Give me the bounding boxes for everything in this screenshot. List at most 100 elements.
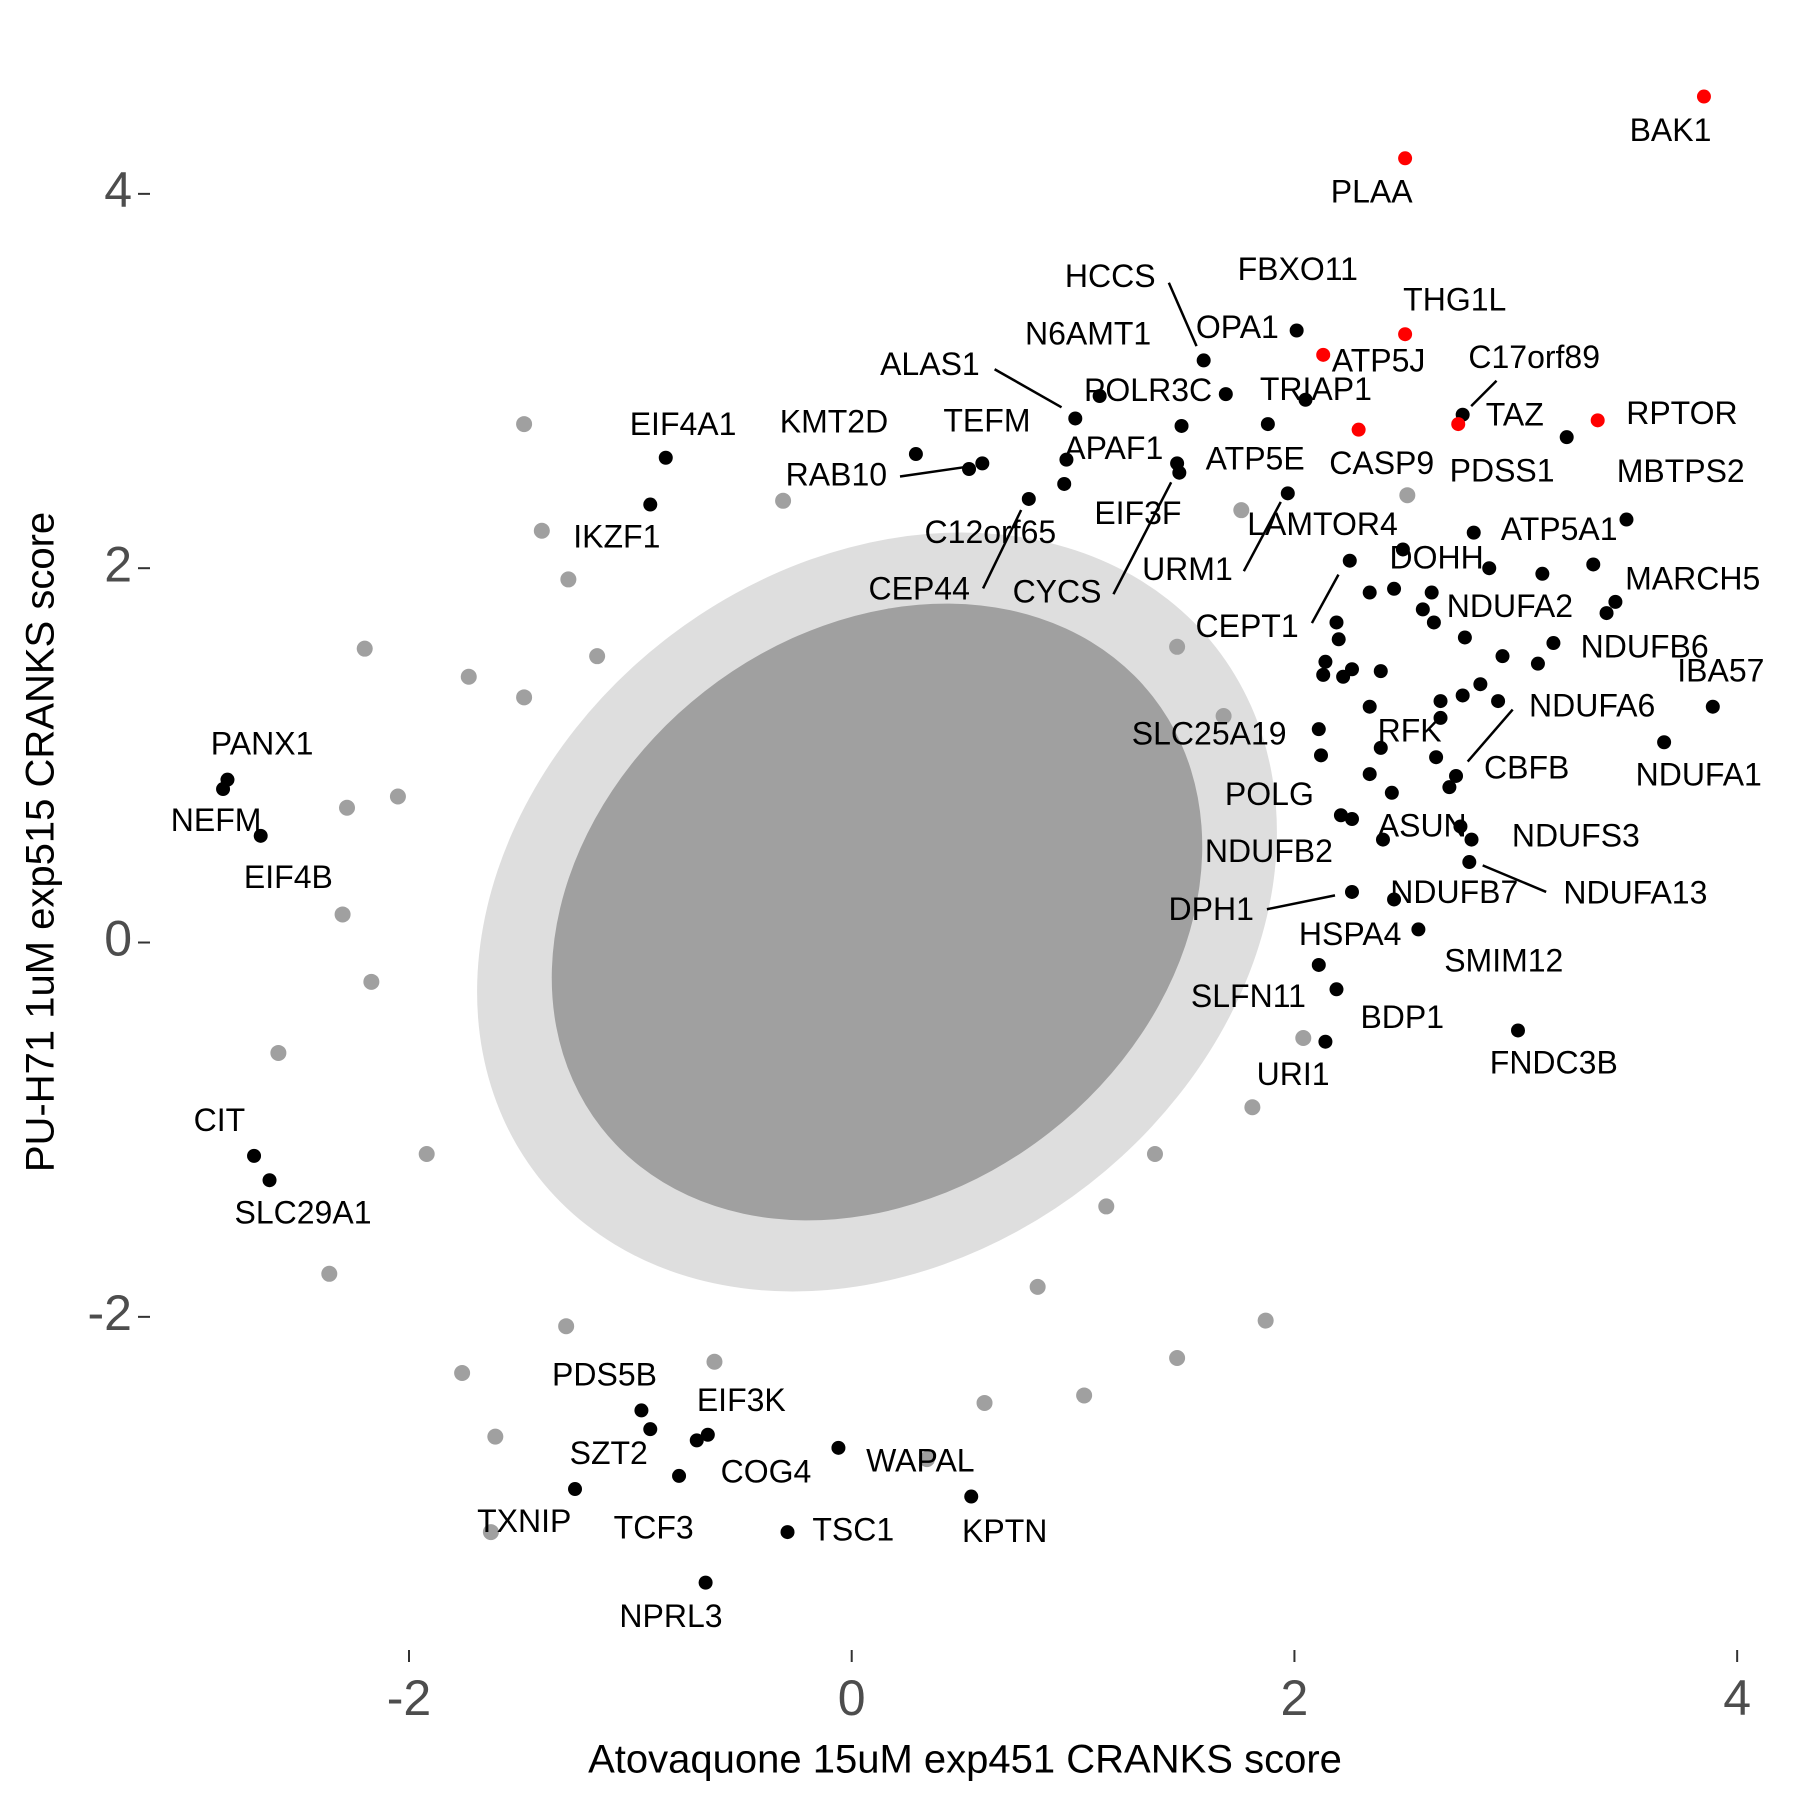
- point: [558, 1318, 575, 1335]
- leader-line: [1242, 501, 1282, 572]
- leader-line: [1112, 481, 1173, 595]
- point-label: PDSS1: [1450, 452, 1555, 488]
- point: [1608, 594, 1623, 609]
- point-label: EIF3K: [697, 1382, 786, 1418]
- point: [1399, 487, 1416, 504]
- point: [1462, 855, 1477, 870]
- point: [689, 1433, 704, 1448]
- leader-line: [899, 466, 964, 478]
- point: [1387, 892, 1402, 907]
- point: [975, 456, 990, 471]
- point-label: ALAS1: [880, 346, 980, 382]
- point: [1395, 542, 1410, 557]
- point: [339, 799, 356, 816]
- point: [1535, 566, 1550, 581]
- point-label: C17orf89: [1468, 339, 1600, 375]
- point-label: TRIAP1: [1260, 371, 1372, 407]
- point-label: NEFM: [171, 802, 262, 838]
- point-label: PANX1: [211, 726, 314, 762]
- leader-line: [1167, 282, 1198, 347]
- point: [976, 1394, 993, 1411]
- point-label: SZT2: [570, 1435, 648, 1471]
- point: [775, 492, 792, 509]
- point: [1098, 1198, 1115, 1215]
- point-label: NDUFS3: [1512, 817, 1640, 853]
- point: [1559, 430, 1574, 445]
- point: [1196, 353, 1211, 368]
- point-label: N6AMT1: [1025, 315, 1151, 351]
- point: [1424, 585, 1439, 600]
- point: [1491, 694, 1506, 709]
- point-label: KMT2D: [780, 403, 888, 439]
- point: [658, 450, 673, 465]
- point-label: NDUFA1: [1636, 756, 1762, 792]
- point: [356, 640, 373, 657]
- point: [1260, 417, 1275, 432]
- leader-line: [1266, 894, 1336, 911]
- point-label: RFK: [1378, 712, 1442, 748]
- point: [831, 1440, 846, 1455]
- point: [1329, 982, 1344, 997]
- point-label: NDUFA6: [1529, 687, 1655, 723]
- point-label: DPH1: [1169, 891, 1254, 927]
- point: [1333, 808, 1348, 823]
- point: [1215, 708, 1232, 725]
- point: [1174, 418, 1189, 433]
- point-label: RPTOR: [1626, 395, 1737, 431]
- point: [1318, 654, 1333, 669]
- y-tick-label: 4: [104, 162, 132, 218]
- point: [1344, 811, 1359, 826]
- point: [1375, 832, 1390, 847]
- point-label: IKZF1: [573, 519, 660, 555]
- point: [1373, 664, 1388, 679]
- point-label: ATP5A1: [1501, 511, 1618, 547]
- leader-line: [1470, 379, 1498, 408]
- point: [1442, 780, 1457, 795]
- point-label: POLR3C: [1084, 372, 1212, 408]
- point: [1451, 417, 1466, 432]
- point-label: TSC1: [812, 1512, 894, 1548]
- point: [1373, 740, 1388, 755]
- point-label: APAF1: [1064, 430, 1163, 466]
- point: [1316, 347, 1331, 362]
- point: [698, 1575, 713, 1590]
- dense-cloud: [477, 532, 1277, 1292]
- point-label: THG1L: [1403, 281, 1506, 317]
- point: [1029, 1278, 1046, 1295]
- point-label: KPTN: [962, 1513, 1047, 1549]
- point: [270, 1044, 287, 1061]
- point: [1257, 1312, 1274, 1329]
- point-label: SMIM12: [1444, 942, 1563, 978]
- point: [1362, 699, 1377, 714]
- point: [262, 1173, 277, 1188]
- point: [1169, 638, 1186, 655]
- point-label: SLFN11: [1191, 978, 1306, 1014]
- point: [780, 1525, 795, 1540]
- point: [1457, 630, 1472, 645]
- point-label: NDUFB7: [1390, 874, 1518, 910]
- point: [643, 497, 658, 512]
- point-label: URM1: [1142, 551, 1233, 587]
- point: [487, 1428, 504, 1445]
- point: [460, 668, 477, 685]
- point-label: CASP9: [1329, 445, 1434, 481]
- leader-line: [1310, 574, 1340, 624]
- point: [918, 1451, 935, 1468]
- point-label: TAZ: [1486, 397, 1544, 433]
- x-tick-label: -2: [387, 1670, 431, 1726]
- leader-line: [1482, 864, 1547, 894]
- point: [1696, 89, 1711, 104]
- point-label: CEP44: [868, 571, 969, 607]
- leader-line: [981, 509, 1023, 590]
- point: [1313, 748, 1328, 763]
- point: [1311, 957, 1326, 972]
- point: [482, 1524, 499, 1541]
- point-label: PDS5B: [552, 1356, 657, 1392]
- point-label: SLC29A1: [235, 1194, 372, 1230]
- cloud-core: [551, 603, 1203, 1221]
- point-label: MBTPS2: [1617, 453, 1745, 489]
- point: [1344, 662, 1359, 677]
- point: [1172, 465, 1187, 480]
- leader-line: [993, 368, 1063, 409]
- point: [363, 973, 380, 990]
